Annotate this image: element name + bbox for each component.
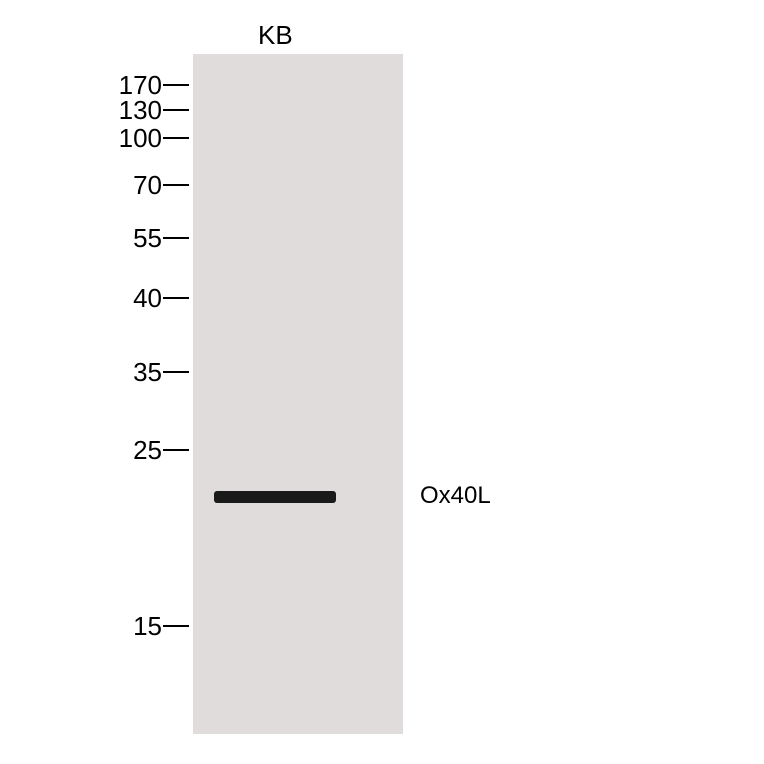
mw-tick <box>163 84 189 86</box>
mw-label: 25 <box>133 435 162 466</box>
mw-label: 100 <box>119 123 162 154</box>
mw-label: 15 <box>133 611 162 642</box>
mw-label: 55 <box>133 223 162 254</box>
mw-tick <box>163 237 189 239</box>
mw-label: 35 <box>133 357 162 388</box>
mw-tick <box>163 449 189 451</box>
mw-tick <box>163 371 189 373</box>
mw-tick <box>163 297 189 299</box>
blot-lane <box>193 54 403 734</box>
band-label: Ox40L <box>420 482 491 510</box>
mw-tick <box>163 184 189 186</box>
protein-band <box>214 491 336 503</box>
mw-tick <box>163 109 189 111</box>
mw-label: 70 <box>133 170 162 201</box>
mw-label: 130 <box>119 95 162 126</box>
mw-tick <box>163 137 189 139</box>
mw-tick <box>163 625 189 627</box>
mw-label: 40 <box>133 283 162 314</box>
lane-label: KB <box>258 20 293 51</box>
blot-figure: KB 170130100705540352515 Ox40L <box>0 0 764 764</box>
